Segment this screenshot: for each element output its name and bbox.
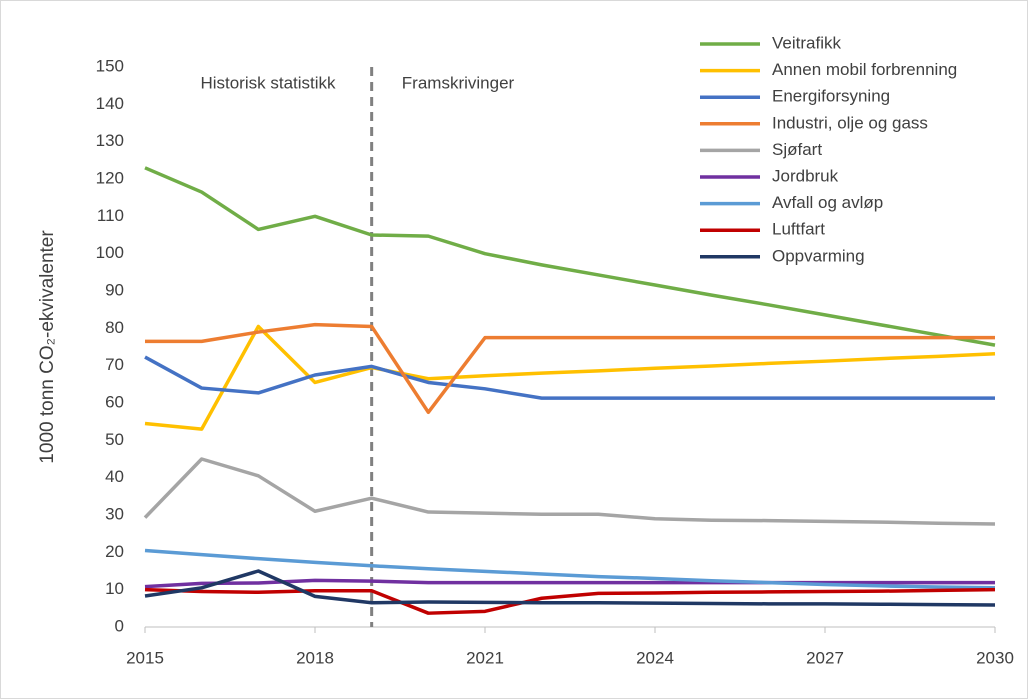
line bbox=[144, 166, 996, 347]
x-tick-label: 2018 bbox=[296, 648, 334, 667]
legend-label: Sjøfart bbox=[772, 140, 822, 159]
line bbox=[144, 548, 996, 590]
y-tick-label: 50 bbox=[105, 430, 124, 449]
x-tick-label: 2027 bbox=[806, 648, 844, 667]
y-tick-label: 150 bbox=[96, 56, 124, 75]
annotation: Framskrivinger bbox=[402, 73, 515, 92]
line bbox=[145, 322, 995, 415]
legend-label: Industri, olje og gass bbox=[772, 113, 928, 132]
y-tick-label: 0 bbox=[115, 616, 124, 635]
y-tick-label: 80 bbox=[105, 318, 124, 337]
y-tick-label: 20 bbox=[105, 542, 124, 561]
legend-label: Veitrafikk bbox=[772, 33, 841, 52]
y-tick-label: 10 bbox=[105, 579, 124, 598]
y-axis-title: 1000 tonn CO₂-ekvivalenter bbox=[37, 230, 58, 464]
y-tick-label: 60 bbox=[105, 392, 124, 411]
y-tick-label: 100 bbox=[96, 243, 124, 262]
y-tick-label: 130 bbox=[96, 131, 124, 150]
line bbox=[144, 587, 996, 615]
y-tick-label: 90 bbox=[105, 280, 124, 299]
x-tick-label: 2024 bbox=[636, 648, 674, 667]
legend-label: Luftfart bbox=[772, 220, 825, 239]
y-tick-label: 120 bbox=[96, 168, 124, 187]
line bbox=[144, 324, 996, 431]
legend-label: Avfall og avløp bbox=[772, 193, 883, 212]
line bbox=[143, 457, 996, 526]
legend-label: Jordbruk bbox=[772, 166, 839, 185]
y-tick-label: 30 bbox=[105, 504, 124, 523]
x-tick-label: 2015 bbox=[126, 648, 164, 667]
legend-label: Annen mobil forbrenning bbox=[772, 60, 957, 79]
annotation: Historisk statistikk bbox=[200, 73, 336, 92]
x-tick-label: 2021 bbox=[466, 648, 504, 667]
legend-label: Oppvarming bbox=[772, 246, 865, 265]
line bbox=[144, 578, 995, 589]
x-tick-label: 2030 bbox=[976, 648, 1014, 667]
line bbox=[144, 569, 996, 607]
line bbox=[144, 355, 995, 400]
y-tick-label: 40 bbox=[105, 467, 124, 486]
y-tick-label: 110 bbox=[97, 206, 124, 225]
legend-label: Energiforsyning bbox=[772, 87, 890, 106]
y-tick-label: 70 bbox=[105, 355, 124, 374]
y-tick-label: 140 bbox=[96, 94, 124, 113]
